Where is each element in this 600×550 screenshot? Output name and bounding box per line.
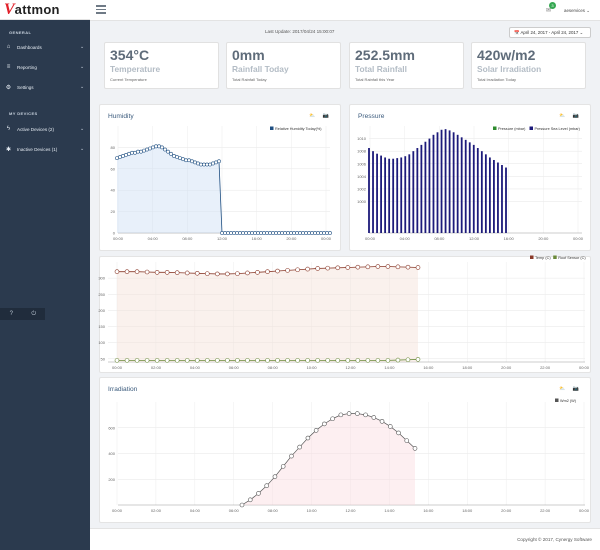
sidebar-item-label: Settings: [17, 84, 34, 90]
stat-value: 354°C: [110, 47, 150, 63]
chevron-down-icon: ⌄: [80, 44, 85, 50]
last-update-text: Last Update: 2017/04/24 15:00:07: [265, 29, 335, 34]
stat-sub: Total Rainfall this Year: [355, 77, 395, 82]
stat-label: Total Rainfall: [355, 64, 407, 74]
home-icon: ⌂: [6, 44, 11, 50]
user-menu[interactable]: aeservices ⌄: [564, 8, 590, 13]
chevron-down-icon: ⌄: [80, 84, 85, 90]
chevron-down-icon: ⌄: [80, 64, 85, 70]
section-general: GENERAL: [9, 30, 32, 35]
stat-value: 420w/m2: [477, 47, 536, 63]
stat-label: Solar Irradiation: [477, 64, 542, 74]
stat-label: Rainfall Today: [232, 64, 289, 74]
logo-text: attmon: [14, 2, 60, 17]
sidebar-item-inactive-devices[interactable]: ✱ Inactive Devices (1) ⌄: [0, 142, 90, 156]
layers-icon: ≡: [6, 64, 11, 70]
panel-tools-icons[interactable]: ⛅ 📷: [309, 113, 332, 119]
stat-card-rainfall-today: 0mm Rainfall Today Total Rainfall Today: [226, 42, 341, 89]
lightning-icon: ϟ: [6, 126, 11, 132]
panel-title: Humidity: [108, 113, 134, 120]
top-navbar: ✉ 3 aeservices ⌄: [90, 0, 600, 21]
panel-tools-icons[interactable]: ⛅ 📷: [559, 113, 582, 119]
temperature-panel: [99, 256, 591, 373]
gear-icon: ⚙: [5, 84, 12, 91]
sidebar-item-label: Reporting: [17, 64, 37, 70]
humidity-panel: Humidity ⛅ 📷: [99, 104, 341, 251]
sidebar-item-active-devices[interactable]: ϟ Active Devices (2) ⌄: [0, 122, 90, 136]
panel-title: Irradiation: [108, 386, 138, 393]
help-icon[interactable]: ?: [9, 311, 13, 317]
pressure-panel: Pressure ⛅ 📷: [349, 104, 591, 251]
panel-title: Pressure: [358, 113, 385, 120]
sidebar-item-settings[interactable]: ⚙ Settings ⌄: [0, 80, 90, 94]
menu-toggle-icon[interactable]: [96, 5, 106, 14]
section-devices: MY DEVICES: [9, 111, 38, 116]
chevron-down-icon: ⌄: [80, 126, 85, 132]
stat-value: 252.5mm: [355, 47, 415, 63]
page-footer: Copyright © 2017, Cynergy Software: [90, 528, 600, 550]
sidebar-item-label: Active Devices (2): [17, 126, 55, 132]
stat-label: Temperature: [110, 64, 161, 74]
stat-card-total-rainfall: 252.5mm Total Rainfall Total Rainfall th…: [349, 42, 464, 89]
stat-sub: Total Rainfall Today: [232, 77, 267, 82]
mail-icon[interactable]: ✉: [546, 8, 552, 14]
sidebar-item-label: Inactive Devices (1): [17, 146, 58, 152]
bug-icon: ✱: [5, 146, 12, 153]
sidebar-item-label: Dashboards: [17, 44, 42, 50]
stat-card-solar-irradiation: 420w/m2 Solar Irradiation Total Irradiat…: [471, 42, 586, 89]
copyright-text: Copyright © 2017, Cynergy Software: [517, 537, 592, 542]
chevron-down-icon: ⌄: [80, 146, 85, 152]
stat-sub: Current Temperature: [110, 77, 147, 82]
logo-mark: V: [4, 0, 15, 18]
irradiation-panel: Irradiation ⛅ 📷: [99, 377, 591, 523]
sidebar-item-dashboards[interactable]: ⌂ Dashboards ⌄: [0, 40, 90, 54]
date-range-picker[interactable]: 📅 April 24, 2017 - April 24, 2017 ⌄: [509, 27, 591, 38]
sidebar-footer: ? ⏻: [0, 308, 45, 320]
power-icon[interactable]: ⏻: [31, 311, 37, 317]
stat-card-temperature: 354°C Temperature Current Temperature: [104, 42, 219, 89]
stat-sub: Total Irradiation Today: [477, 77, 517, 82]
stat-value: 0mm: [232, 47, 265, 63]
panel-tools-icons[interactable]: ⛅ 📷: [559, 386, 582, 392]
sidebar-item-reporting[interactable]: ≡ Reporting ⌄: [0, 60, 90, 74]
notification-badge: 3: [549, 2, 556, 9]
